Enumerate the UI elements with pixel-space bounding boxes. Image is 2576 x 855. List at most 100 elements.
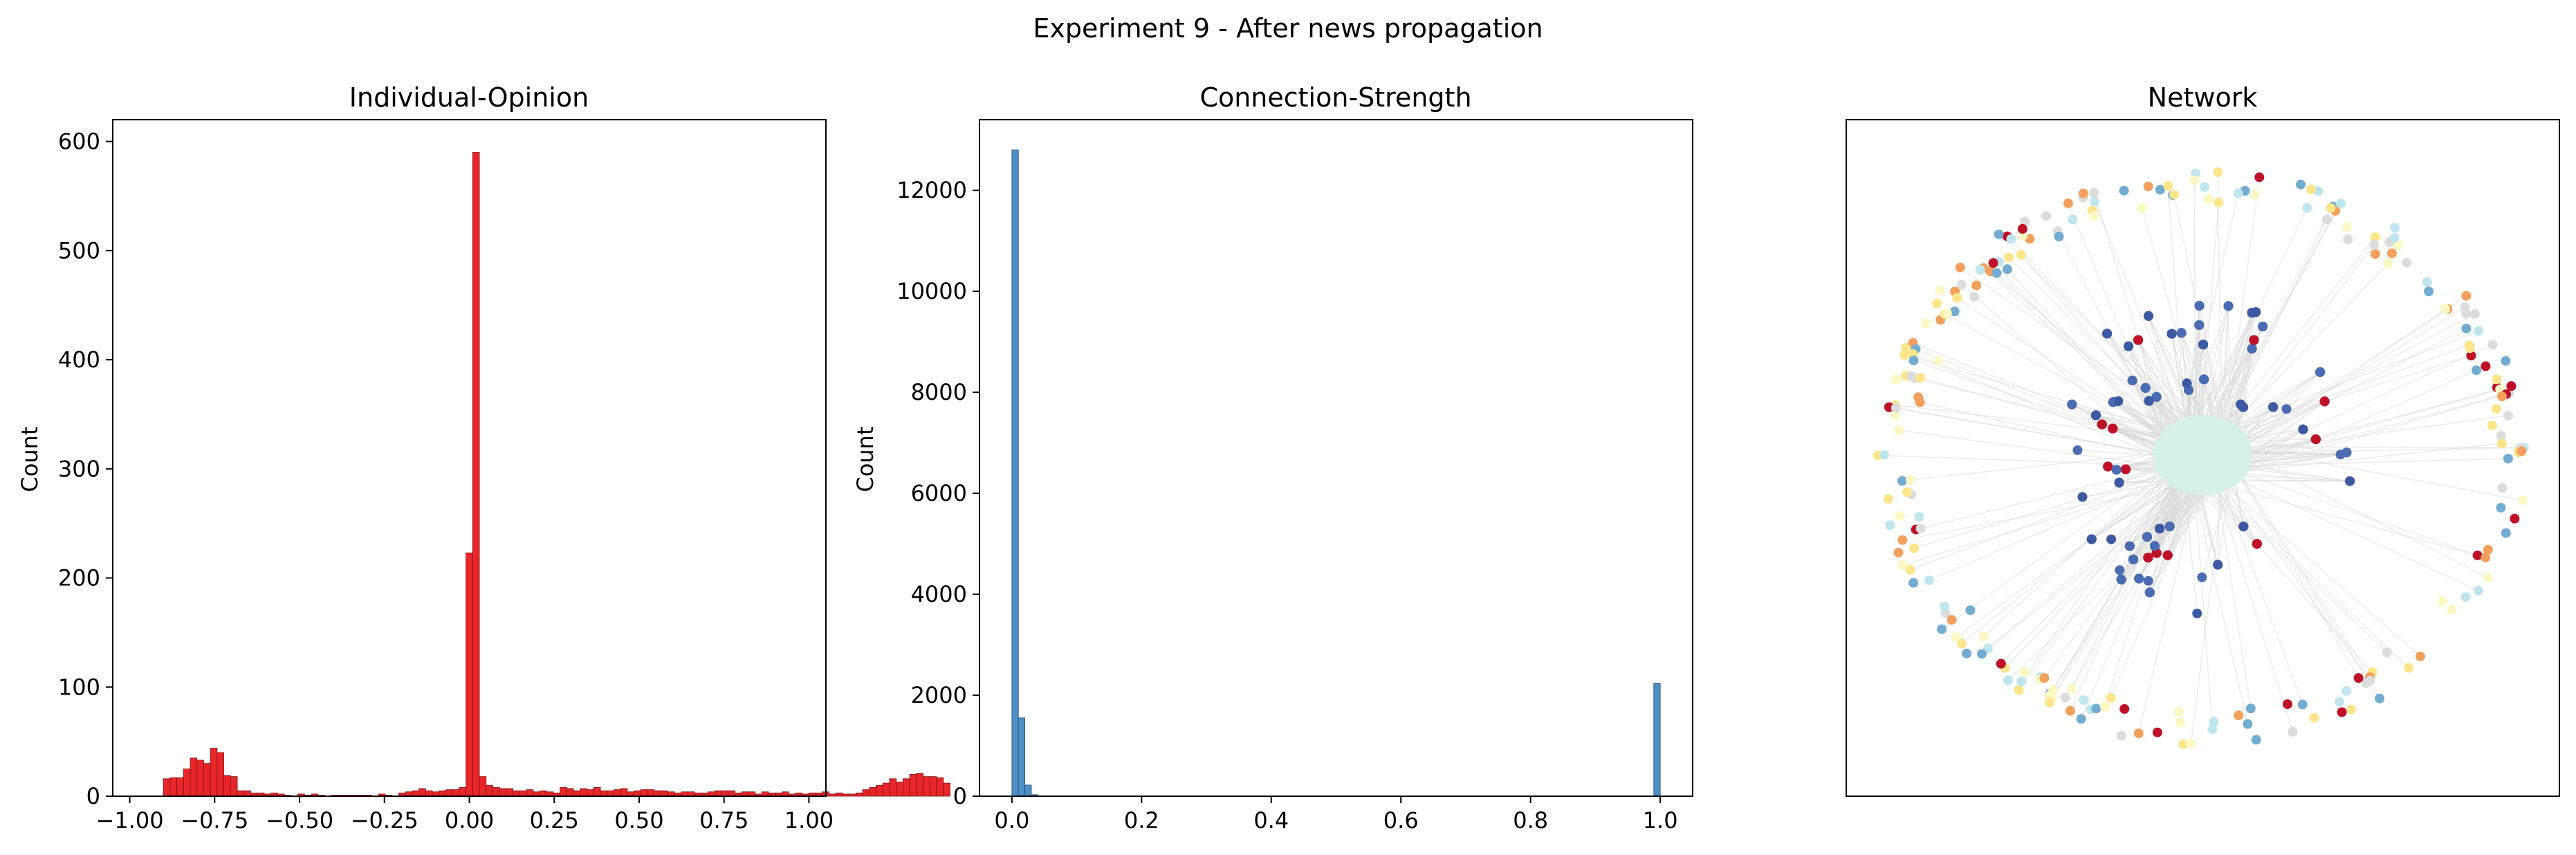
network-node xyxy=(2343,235,2353,245)
connection-histogram-title: Connection-Strength xyxy=(1199,82,1471,113)
network-node xyxy=(2166,329,2177,339)
network-node xyxy=(2119,704,2130,714)
histogram-bar xyxy=(190,757,198,797)
network-edge xyxy=(2221,445,2359,679)
network-node xyxy=(2365,675,2375,686)
network-node xyxy=(2144,396,2154,406)
network-node xyxy=(2440,304,2450,314)
network-node xyxy=(2501,356,2511,366)
network-node xyxy=(2114,477,2124,488)
y-tick-label: 6000 xyxy=(911,480,967,506)
histogram-bar xyxy=(869,787,876,797)
opinion-plot-frame xyxy=(112,119,827,797)
network-node xyxy=(2342,448,2352,458)
connection-histogram-ylabel: Count xyxy=(852,426,878,492)
network-node xyxy=(1897,476,1908,486)
network-node xyxy=(1991,268,2002,278)
network-node xyxy=(2393,240,2403,250)
histogram-bar xyxy=(479,776,487,797)
network-node xyxy=(1900,342,1911,353)
network-node xyxy=(2309,712,2319,723)
opinion-histogram-ylabel: Count xyxy=(17,426,43,492)
y-tick-label: 0 xyxy=(953,783,967,809)
histogram-bar xyxy=(506,788,514,797)
network-node xyxy=(2155,524,2165,534)
network-node xyxy=(2014,685,2024,695)
network-node xyxy=(2048,685,2059,695)
network-node xyxy=(1915,373,1926,383)
network-graph: Network xyxy=(1846,82,2560,797)
network-node xyxy=(1965,605,1976,616)
network-edge xyxy=(2201,344,2469,443)
network-node xyxy=(2404,663,2414,673)
network-node xyxy=(2186,738,2196,748)
histogram-bar xyxy=(849,793,856,797)
network-node xyxy=(2169,190,2180,200)
histogram-bar xyxy=(923,776,930,797)
network-node xyxy=(2151,392,2162,402)
network-node xyxy=(2178,739,2189,749)
histogram-bar xyxy=(418,788,426,797)
x-tick-label: −1.00 xyxy=(96,807,164,834)
histogram-bar xyxy=(439,790,446,797)
network-node xyxy=(2192,608,2202,618)
histogram-bar xyxy=(169,777,177,797)
network-node xyxy=(2268,402,2279,412)
network-node xyxy=(2496,431,2506,441)
network-node xyxy=(2497,483,2508,493)
network-node xyxy=(2016,250,2026,260)
network-node xyxy=(2472,365,2482,376)
network-node xyxy=(2342,686,2352,696)
network-node xyxy=(2464,340,2474,351)
network-node xyxy=(2054,231,2064,241)
network-node xyxy=(1890,410,1901,421)
network-node xyxy=(2501,528,2511,538)
histogram-bar xyxy=(163,778,171,797)
network-node xyxy=(2487,421,2498,431)
y-tick-label: 8000 xyxy=(911,379,967,405)
network-node xyxy=(2018,230,2028,241)
histogram-bar xyxy=(196,760,204,797)
network-node xyxy=(1908,578,1919,588)
network-node xyxy=(2310,434,2321,445)
network-node xyxy=(2437,596,2447,607)
opinion-bars xyxy=(163,151,950,797)
network-edge xyxy=(2110,481,2203,699)
network-node xyxy=(1969,291,1980,302)
network-node xyxy=(2100,701,2110,712)
network-node xyxy=(2258,322,2268,332)
connection-histogram: Connection-Strength Count 0.0 0.2 0.4 0.6 0.… xyxy=(852,82,1693,834)
network-node xyxy=(2108,423,2118,434)
network-edge xyxy=(2232,371,2321,452)
network-node xyxy=(2383,258,2393,268)
histogram-bar xyxy=(567,788,574,797)
network-node xyxy=(2060,692,2070,703)
network-node xyxy=(2090,410,2101,421)
network-node xyxy=(2128,554,2138,564)
network-node xyxy=(2144,311,2154,321)
network-node xyxy=(2496,502,2506,513)
network-node xyxy=(2143,181,2153,192)
histogram-bar xyxy=(929,776,937,797)
network-node xyxy=(2251,735,2261,745)
network-node xyxy=(2313,186,2324,196)
network-node xyxy=(2019,667,2030,677)
histogram-bar xyxy=(640,789,648,797)
network-node xyxy=(2353,673,2364,683)
x-tick-label: 0.75 xyxy=(699,807,748,834)
network-node xyxy=(2003,675,2013,686)
network-node xyxy=(2017,223,2027,234)
network-edge xyxy=(2217,475,2232,565)
y-tick-label: 10000 xyxy=(896,278,967,304)
network-node xyxy=(2337,707,2347,717)
network-node xyxy=(2415,651,2425,661)
histogram-bar xyxy=(889,778,897,797)
network-node xyxy=(2345,476,2355,486)
network-node xyxy=(2152,727,2162,737)
network-node xyxy=(2506,381,2517,392)
network-node xyxy=(2517,446,2527,457)
network-node xyxy=(2466,351,2476,361)
network-edge xyxy=(2211,208,2332,445)
histogram-bar xyxy=(176,777,184,797)
network-node xyxy=(2469,309,2480,319)
